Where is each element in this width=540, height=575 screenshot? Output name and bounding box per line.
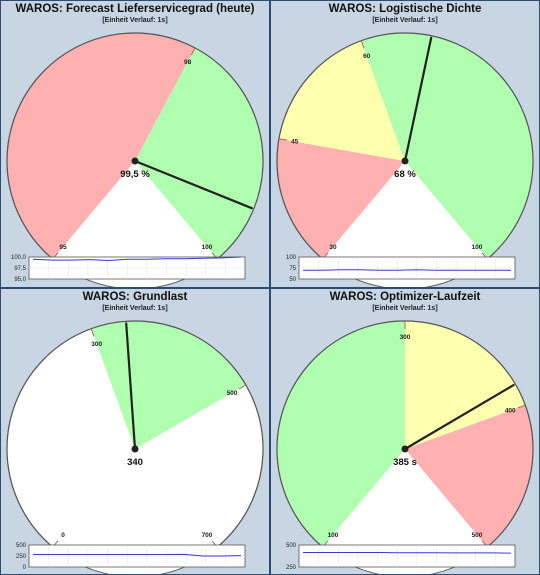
gauge-tick bbox=[360, 40, 365, 49]
gauge-value: 385 s bbox=[393, 457, 417, 468]
gauge-hub bbox=[131, 445, 139, 453]
panel-subtitle: [Einheit Verlauf: 1s] bbox=[102, 305, 168, 312]
trend-line bbox=[33, 553, 242, 557]
gauge-rim bbox=[6, 320, 264, 548]
gauge-rim bbox=[6, 32, 264, 260]
trend-line bbox=[303, 552, 512, 554]
trend-y-label: 97,5 bbox=[14, 266, 26, 272]
gauge-tick bbox=[517, 404, 526, 409]
trend-y-label: 500 bbox=[16, 543, 27, 549]
gauge-tick bbox=[190, 47, 196, 56]
gauge-scale-label: 300 bbox=[91, 341, 102, 348]
gauge-needle bbox=[133, 159, 253, 210]
gauge-scale-label: 0 bbox=[61, 532, 65, 539]
gauge-panel-optimizer-laufzeit: WAROS: Optimizer-Laufzeit [Einheit Verla… bbox=[270, 288, 540, 575]
gauge-value: 340 bbox=[127, 457, 143, 468]
gauge-zone bbox=[405, 405, 533, 548]
gauge-scale-label: 400 bbox=[505, 408, 516, 415]
gauge-panel-logistische-dichte: WAROS: Logistische Dichte [Einheit Verla… bbox=[270, 0, 540, 288]
trend-y-label: 500 bbox=[286, 543, 297, 549]
gauge-scale-label: 500 bbox=[227, 390, 238, 397]
gauge-zone bbox=[7, 33, 196, 260]
panel-subtitle: [Einheit Verlauf: 1s] bbox=[102, 17, 168, 24]
gauge-zone bbox=[277, 321, 405, 548]
trend-y-label: 250 bbox=[16, 554, 27, 560]
gauge-zone bbox=[405, 321, 526, 449]
panel-subtitle: [Einheit Verlauf: 1s] bbox=[372, 17, 438, 24]
gauge-tick bbox=[278, 138, 287, 141]
gauge-needle bbox=[125, 322, 137, 451]
trend-y-label: 100 bbox=[286, 255, 297, 261]
panel-subtitle: [Einheit Verlauf: 1s] bbox=[372, 305, 438, 312]
gauge-scale-label: 95 bbox=[59, 244, 67, 251]
gauge-needle bbox=[403, 36, 433, 163]
gauge-scale-label: 45 bbox=[291, 139, 299, 146]
trend-y-label: 0 bbox=[23, 565, 27, 571]
panel-title: WAROS: Optimizer-Laufzeit bbox=[329, 291, 481, 303]
gauge-hub bbox=[401, 445, 409, 453]
gauge-value: 68 % bbox=[394, 169, 416, 180]
trend-y-label: 250 bbox=[286, 565, 297, 571]
gauge-chart: 100 300 400 500 385 s 500 250 bbox=[276, 320, 534, 574]
trend-y-label: 50 bbox=[289, 277, 296, 283]
gauge-zone bbox=[135, 385, 263, 548]
trend-y-label: 95,0 bbox=[14, 277, 26, 283]
gauge-panel-lieferservicegrad: WAROS: Forecast Lieferservicegrad (heute… bbox=[0, 0, 270, 288]
gauge-scale-label: 98 bbox=[184, 59, 192, 66]
panel-title: WAROS: Logistische Dichte bbox=[328, 3, 482, 15]
gauge-chart: 95 98 100 99,5 % 100,0 97,5 95,0 bbox=[6, 32, 264, 287]
gauge-scale-label: 100 bbox=[328, 532, 339, 539]
panel-title: WAROS: Grundlast bbox=[82, 291, 188, 303]
gauge-zone bbox=[277, 138, 405, 260]
gauge-needle bbox=[403, 383, 515, 451]
gauge-scale-label: 100 bbox=[202, 244, 213, 251]
gauge-zone bbox=[278, 40, 405, 161]
gauge-scale-label: 60 bbox=[363, 53, 371, 60]
trend-y-label: 100,0 bbox=[11, 255, 27, 261]
gauge-value: 99,5 % bbox=[120, 169, 150, 180]
gauge-zone bbox=[135, 47, 263, 260]
gauge-hub bbox=[131, 157, 139, 165]
gauge-scale-label: 700 bbox=[202, 532, 213, 539]
gauge-rim bbox=[276, 32, 534, 260]
gauge-zone bbox=[91, 321, 246, 449]
gauge-zone bbox=[6, 328, 135, 548]
panel-title: WAROS: Forecast Lieferservicegrad (heute… bbox=[15, 3, 255, 15]
gauge-scale-label: 500 bbox=[472, 532, 483, 539]
gauge-scale-label: 300 bbox=[400, 334, 411, 341]
trend-line bbox=[32, 256, 242, 262]
gauge-panel-grundlast: WAROS: Grundlast [Einheit Verlauf: 1s] 0… bbox=[0, 288, 270, 575]
gauge-chart: 0 300 500 700 340 500 250 0 bbox=[6, 320, 264, 574]
gauge-hub bbox=[401, 157, 409, 165]
gauge-chart: 30 45 60 100 68 % 100 75 50 bbox=[276, 32, 534, 287]
gauge-tick bbox=[238, 384, 247, 390]
gauge-scale-label: 100 bbox=[472, 244, 483, 251]
gauge-tick bbox=[90, 328, 95, 337]
gauge-scale-label: 30 bbox=[329, 244, 337, 251]
gauge-zone bbox=[361, 32, 533, 260]
trend-y-label: 75 bbox=[289, 266, 296, 272]
